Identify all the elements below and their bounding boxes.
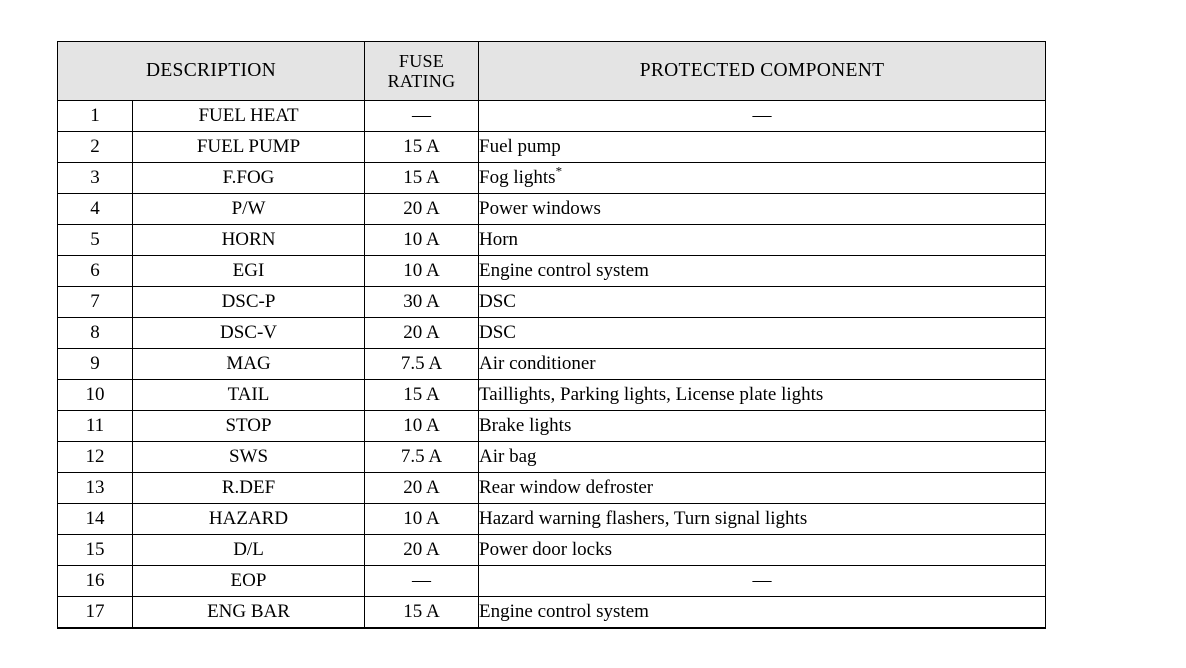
fuse-rating-cell: 15 A: [364, 162, 479, 194]
table-row: 3 F.FOG 15 A Fog lights*: [57, 162, 1046, 194]
fuse-description-cell: F.FOG: [132, 162, 365, 194]
fuse-number-cell: 14: [57, 503, 133, 535]
protected-component-cell: —: [478, 565, 1046, 597]
fuse-description-cell: EGI: [132, 255, 365, 287]
fuse-number-cell: 17: [57, 596, 133, 629]
table-row: 17 ENG BAR 15 A Engine control system: [57, 596, 1046, 629]
protected-component-cell: —: [478, 100, 1046, 132]
fuse-rating-line-1: FUSE: [398, 50, 445, 71]
fuse-rating-cell: 20 A: [364, 472, 479, 504]
protected-component-cell: Taillights, Parking lights, License plat…: [478, 379, 1046, 411]
fuse-rating-cell: 15 A: [364, 596, 479, 629]
fuse-number-cell: 16: [57, 565, 133, 597]
table-row: 6 EGI 10 A Engine control system: [57, 255, 1046, 287]
fuse-description-cell: DSC-P: [132, 286, 365, 318]
fuse-description-cell: FUEL PUMP: [132, 131, 365, 163]
fuse-rating-cell: 30 A: [364, 286, 479, 318]
fuse-rating-cell: —: [364, 565, 479, 597]
fuse-description-cell: R.DEF: [132, 472, 365, 504]
fuse-description-cell: HAZARD: [132, 503, 365, 535]
protected-component-cell: Rear window defroster: [478, 472, 1046, 504]
fuse-description-cell: STOP: [132, 410, 365, 442]
fuse-number-cell: 5: [57, 224, 133, 256]
fuse-number-cell: 12: [57, 441, 133, 473]
table-row: 12 SWS 7.5 A Air bag: [57, 441, 1046, 473]
fuse-specification-table: DESCRIPTION FUSE RATING PROTECTED COMPON…: [57, 41, 1046, 629]
footnote-asterisk-icon: *: [555, 163, 563, 179]
protected-component-cell: Power windows: [478, 193, 1046, 225]
fuse-description-cell: FUEL HEAT: [132, 100, 365, 132]
fuse-number-cell: 4: [57, 193, 133, 225]
fuse-number-cell: 15: [57, 534, 133, 566]
fuse-rating-cell: —: [364, 100, 479, 132]
table-row: 14 HAZARD 10 A Hazard warning flashers, Tur…: [57, 503, 1046, 535]
protected-component-cell: Power door locks: [478, 534, 1046, 566]
fuse-description-cell: SWS: [132, 441, 365, 473]
protected-component-cell: Air conditioner: [478, 348, 1046, 380]
table-header-row: DESCRIPTION FUSE RATING PROTECTED COMPON…: [57, 41, 1046, 101]
table-row: 1 FUEL HEAT — —: [57, 100, 1046, 132]
protected-component-cell: Air bag: [478, 441, 1046, 473]
protected-component-cell: Hazard warning flashers, Turn signal lig…: [478, 503, 1046, 535]
protected-component-cell: Horn: [478, 224, 1046, 256]
fuse-number-cell: 8: [57, 317, 133, 349]
table-row: 11 STOP 10 A Brake lights: [57, 410, 1046, 442]
fuse-number-cell: 3: [57, 162, 133, 194]
protected-component-cell: Brake lights: [478, 410, 1046, 442]
fuse-description-cell: P/W: [132, 193, 365, 225]
fuse-rating-cell: 15 A: [364, 131, 479, 163]
fuse-rating-cell: 20 A: [364, 317, 479, 349]
fuse-rating-cell: 7.5 A: [364, 348, 479, 380]
table-row: 8 DSC-V 20 A DSC: [57, 317, 1046, 349]
table-row: 10 TAIL 15 A Taillights, Parking lights, Li…: [57, 379, 1046, 411]
fuse-rating-cell: 10 A: [364, 255, 479, 287]
protected-component-cell: DSC: [478, 286, 1046, 318]
table-row: 16 EOP — —: [57, 565, 1046, 597]
fuse-description-cell: ENG BAR: [132, 596, 365, 629]
fuse-number-cell: 11: [57, 410, 133, 442]
fuse-number-cell: 10: [57, 379, 133, 411]
table-row: 9 MAG 7.5 A Air conditioner: [57, 348, 1046, 380]
fuse-rating-cell: 10 A: [364, 224, 479, 256]
table-row: 7 DSC-P 30 A DSC: [57, 286, 1046, 318]
fuse-description-cell: MAG: [132, 348, 365, 380]
column-header-protected-component: PROTECTED COMPONENT: [478, 41, 1046, 101]
fuse-rating-cell: 10 A: [364, 503, 479, 535]
fuse-description-cell: EOP: [132, 565, 365, 597]
table-row: 5 HORN 10 A Horn: [57, 224, 1046, 256]
protected-component-text: Fog lights: [479, 167, 556, 188]
protected-component-cell: Engine control system: [478, 255, 1046, 287]
table-header: DESCRIPTION FUSE RATING PROTECTED COMPON…: [57, 41, 1046, 101]
fuse-number-cell: 6: [57, 255, 133, 287]
table-body: 1 FUEL HEAT — —2 FUEL PUMP 15 A Fuel pump 3 F.FO…: [57, 100, 1046, 629]
column-header-fuse-rating: FUSE RATING: [364, 41, 479, 101]
fuse-rating-line-2: RATING: [387, 71, 456, 91]
table-row: 4 P/W 20 A Power windows: [57, 193, 1046, 225]
fuse-description-cell: TAIL: [132, 379, 365, 411]
fuse-number-cell: 2: [57, 131, 133, 163]
fuse-number-cell: 1: [57, 100, 133, 132]
fuse-table-container: DESCRIPTION FUSE RATING PROTECTED COMPON…: [57, 41, 1046, 629]
protected-component-cell: Fuel pump: [478, 131, 1046, 163]
protected-component-cell: DSC: [478, 317, 1046, 349]
fuse-number-cell: 7: [57, 286, 133, 318]
fuse-description-cell: D/L: [132, 534, 365, 566]
fuse-number-cell: 13: [57, 472, 133, 504]
fuse-number-cell: 9: [57, 348, 133, 380]
fuse-rating-cell: 20 A: [364, 193, 479, 225]
fuse-rating-cell: 7.5 A: [364, 441, 479, 473]
column-header-description: DESCRIPTION: [57, 41, 365, 101]
fuse-rating-cell: 15 A: [364, 379, 479, 411]
protected-component-cell: Fog lights*: [478, 162, 1046, 194]
table-row: 13 R.DEF 20 A Rear window defroster: [57, 472, 1046, 504]
fuse-description-cell: HORN: [132, 224, 365, 256]
fuse-description-cell: DSC-V: [132, 317, 365, 349]
fuse-rating-cell: 10 A: [364, 410, 479, 442]
table-row: 2 FUEL PUMP 15 A Fuel pump: [57, 131, 1046, 163]
protected-component-cell: Engine control system: [478, 596, 1046, 629]
fuse-rating-cell: 20 A: [364, 534, 479, 566]
table-row: 15 D/L 20 A Power door locks: [57, 534, 1046, 566]
